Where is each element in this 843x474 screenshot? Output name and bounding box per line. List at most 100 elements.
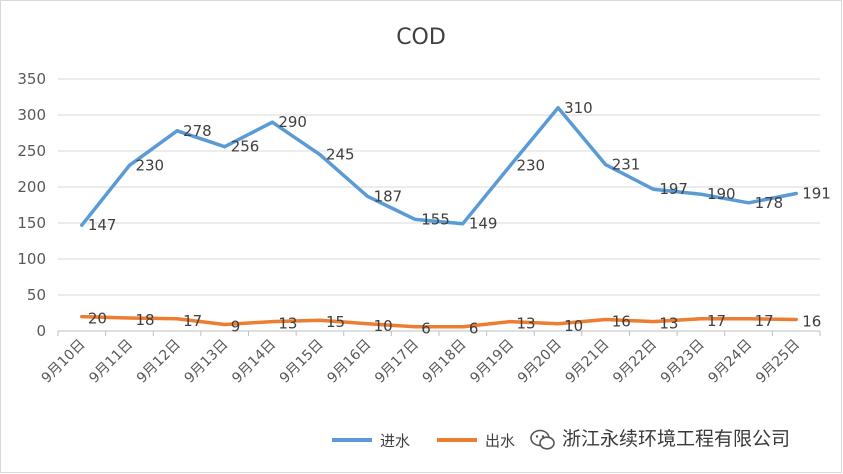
data-label: 17 bbox=[755, 312, 774, 330]
data-label: 147 bbox=[88, 216, 117, 234]
data-label: 17 bbox=[183, 312, 202, 330]
data-point bbox=[318, 153, 322, 157]
y-tick-label: 100 bbox=[17, 250, 46, 268]
data-label: 10 bbox=[564, 317, 583, 335]
x-tick-label: 9月18日 bbox=[420, 337, 470, 387]
x-tick-label: 9月23日 bbox=[658, 337, 708, 387]
watermark-text: 浙江永续环境工程有限公司 bbox=[562, 428, 790, 450]
data-point bbox=[556, 106, 560, 110]
data-point bbox=[413, 217, 417, 221]
data-point bbox=[604, 317, 608, 321]
x-tick-label: 9月20日 bbox=[515, 337, 565, 387]
x-tick-label: 9月25日 bbox=[753, 337, 803, 387]
data-point bbox=[223, 145, 227, 149]
x-tick-label: 9月15日 bbox=[277, 337, 327, 387]
y-tick-label: 300 bbox=[17, 106, 46, 124]
data-point bbox=[270, 320, 274, 324]
data-label: 187 bbox=[374, 187, 403, 205]
series-lines bbox=[80, 106, 798, 329]
data-labels: 147 230 278 256 290 245 187 155 149 230 310 231 197 1… bbox=[88, 99, 831, 338]
y-tick-label: 350 bbox=[17, 70, 46, 88]
data-label: 13 bbox=[516, 315, 535, 333]
data-label: 245 bbox=[326, 146, 355, 164]
data-point bbox=[366, 194, 370, 198]
data-label: 310 bbox=[564, 99, 593, 117]
data-point bbox=[413, 325, 417, 329]
data-point bbox=[270, 120, 274, 124]
data-point bbox=[80, 223, 84, 227]
data-point bbox=[794, 191, 798, 195]
data-point bbox=[699, 192, 703, 196]
y-tick-label: 250 bbox=[17, 142, 46, 160]
data-label: 13 bbox=[278, 315, 297, 333]
data-label: 256 bbox=[231, 138, 260, 156]
data-point bbox=[366, 322, 370, 326]
data-point bbox=[175, 317, 179, 321]
data-label: 278 bbox=[183, 122, 212, 140]
x-tick-label: 9月12日 bbox=[134, 337, 184, 387]
data-label: 18 bbox=[135, 311, 154, 329]
x-tick-label: 9月13日 bbox=[181, 337, 231, 387]
data-label: 17 bbox=[707, 312, 726, 330]
data-point bbox=[127, 316, 131, 320]
x-tick-label: 9月10日 bbox=[39, 337, 89, 387]
data-point bbox=[747, 201, 751, 205]
y-tick-label: 150 bbox=[17, 214, 46, 232]
x-tick-label: 9月21日 bbox=[562, 337, 612, 387]
x-tick-label: 9月16日 bbox=[324, 337, 374, 387]
data-label: 230 bbox=[516, 156, 545, 174]
data-label: 15 bbox=[326, 313, 345, 331]
wechat-icon bbox=[530, 429, 555, 450]
x-tick-label: 9月19日 bbox=[467, 337, 517, 387]
data-point bbox=[699, 317, 703, 321]
gridlines bbox=[58, 78, 820, 332]
series-line-outflow bbox=[80, 314, 798, 329]
y-axis-ticks: 0 50 100 150 200 250 300 350 bbox=[17, 70, 46, 340]
y-tick-label: 200 bbox=[17, 178, 46, 196]
chart-title: COD bbox=[396, 25, 446, 50]
data-point bbox=[508, 163, 512, 167]
data-point bbox=[175, 129, 179, 133]
data-label: 290 bbox=[278, 113, 307, 131]
data-point bbox=[556, 322, 560, 326]
watermark: 浙江永续环境工程有限公司 bbox=[530, 428, 790, 450]
data-label: 231 bbox=[612, 156, 641, 174]
data-label: 16 bbox=[612, 312, 631, 330]
data-point bbox=[318, 318, 322, 322]
data-point bbox=[794, 317, 798, 321]
data-label: 20 bbox=[88, 310, 107, 328]
data-label: 230 bbox=[135, 156, 164, 174]
data-label: 149 bbox=[469, 215, 498, 233]
data-point bbox=[747, 317, 751, 321]
data-label: 6 bbox=[421, 320, 431, 338]
x-tick-label: 9月22日 bbox=[610, 337, 660, 387]
x-tick-label: 9月14日 bbox=[229, 337, 279, 387]
y-tick-label: 0 bbox=[36, 322, 46, 340]
x-tick-label: 9月17日 bbox=[372, 337, 422, 387]
data-label: 178 bbox=[755, 194, 784, 212]
data-point bbox=[604, 163, 608, 167]
data-point bbox=[651, 187, 655, 191]
data-label: 155 bbox=[421, 210, 450, 228]
data-label: 190 bbox=[707, 185, 736, 203]
data-label: 6 bbox=[469, 320, 479, 338]
x-axis-ticks: 9月10日9月11日9月12日9月13日9月14日9月15日9月16日9月17日… bbox=[39, 331, 821, 387]
y-tick-label: 50 bbox=[27, 286, 46, 304]
data-point bbox=[651, 320, 655, 324]
data-point bbox=[508, 320, 512, 324]
legend-label-outflow: 出水 bbox=[485, 432, 515, 450]
data-label: 13 bbox=[659, 315, 678, 333]
data-point bbox=[461, 325, 465, 329]
legend-label-inflow: 进水 bbox=[380, 432, 410, 450]
data-label: 197 bbox=[659, 180, 688, 198]
x-tick-label: 9月11日 bbox=[86, 337, 136, 387]
data-point bbox=[461, 222, 465, 226]
x-tick-label: 9月24日 bbox=[705, 337, 755, 387]
data-label: 10 bbox=[374, 317, 393, 335]
data-label: 16 bbox=[802, 312, 821, 330]
data-point bbox=[127, 163, 131, 167]
data-label: 9 bbox=[231, 318, 241, 336]
data-point bbox=[223, 323, 227, 327]
series-line-inflow bbox=[80, 106, 798, 227]
